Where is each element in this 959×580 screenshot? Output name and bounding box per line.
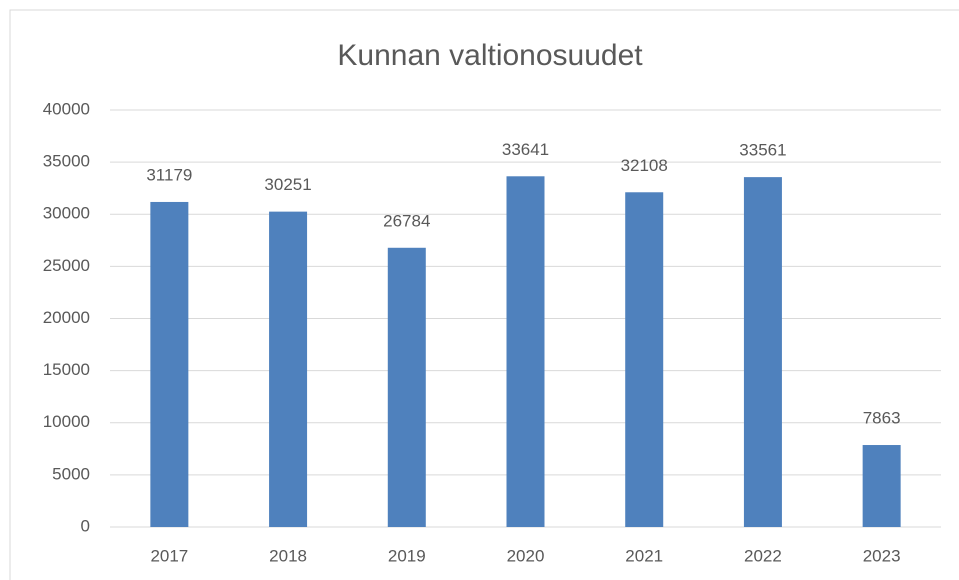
x-tick-label: 2019 [388, 546, 426, 565]
y-tick-label: 35000 [43, 152, 90, 171]
y-tick-label: 20000 [43, 308, 90, 327]
data-label: 31179 [146, 165, 192, 184]
y-tick-label: 10000 [43, 412, 90, 431]
y-tick-label: 25000 [43, 256, 90, 275]
data-label: 33641 [502, 140, 549, 159]
data-label: 7863 [863, 409, 901, 428]
bar [269, 211, 308, 527]
y-tick-label: 5000 [52, 464, 90, 483]
data-label: 33561 [739, 141, 786, 160]
x-tick-label: 2017 [150, 546, 188, 565]
y-tick-label: 40000 [43, 99, 90, 118]
y-tick-label: 30000 [43, 204, 90, 223]
bar [506, 176, 545, 527]
bar [387, 247, 426, 527]
x-tick-label: 2020 [507, 546, 545, 565]
y-tick-label: 15000 [43, 360, 90, 379]
bar [862, 445, 901, 527]
data-label: 26784 [383, 211, 430, 230]
data-label: 32108 [621, 156, 668, 175]
bar [150, 201, 189, 527]
x-tick-label: 2018 [269, 546, 307, 565]
x-tick-label: 2021 [625, 546, 663, 565]
y-tick-label: 0 [81, 516, 90, 535]
bar [625, 192, 664, 527]
chart-title: Kunnan valtionosuudet [337, 39, 643, 72]
x-tick-label: 2022 [744, 546, 782, 565]
data-label: 30251 [264, 175, 311, 194]
x-tick-label: 2023 [863, 546, 901, 565]
bar [743, 177, 782, 527]
